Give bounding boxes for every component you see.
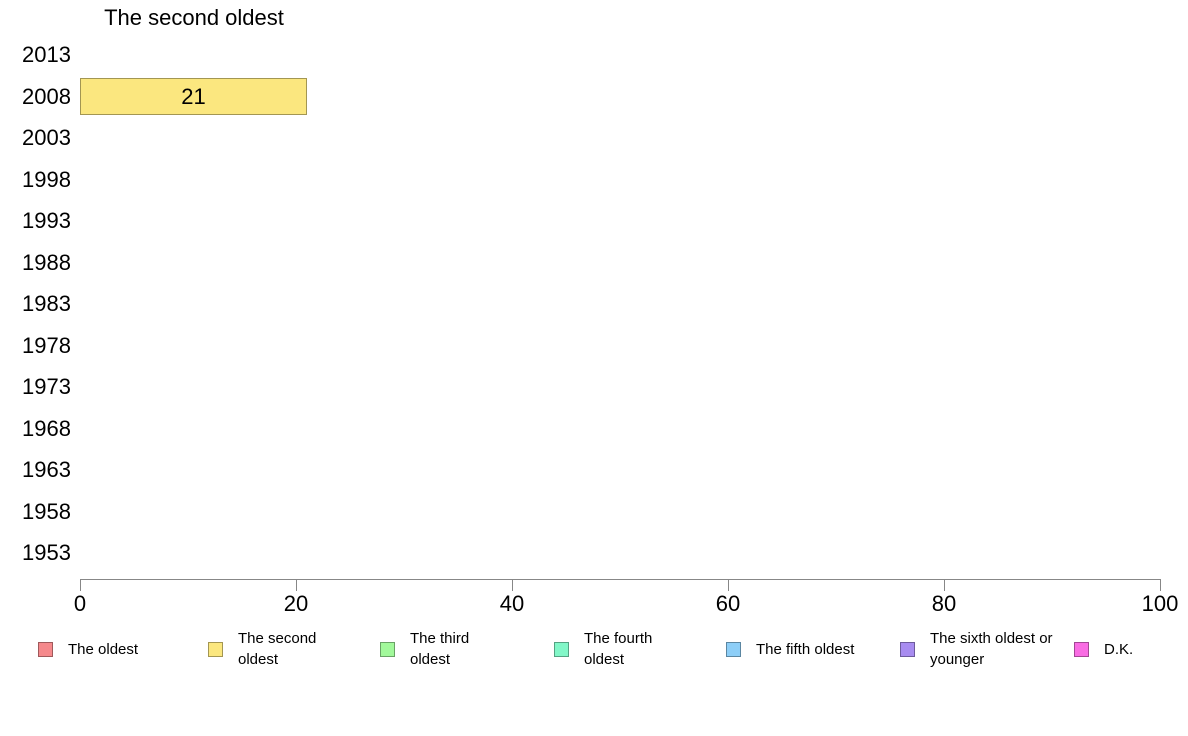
legend-swatch (554, 641, 569, 657)
x-axis-tick (1160, 579, 1161, 591)
legend-label: The second oldest (238, 630, 317, 668)
legend-item-the-second-oldest: The second oldest (208, 627, 338, 671)
y-axis-label: 2008 (22, 83, 71, 109)
y-axis-label: 1958 (22, 498, 71, 524)
legend-item-the-fifth-oldest: The fifth oldest (726, 627, 856, 671)
y-axis-label: 1953 (22, 540, 71, 565)
y-axis-label: 1973 (22, 374, 71, 399)
legend-label: The sixth oldest or younger (930, 630, 1053, 668)
x-axis-tick (512, 579, 513, 591)
y-axis-label: 1963 (22, 457, 71, 482)
x-axis-tick-label: 40 (499, 591, 525, 616)
y-axis-label: 1998 (22, 166, 71, 192)
legend-label: The fifth oldest (756, 640, 855, 658)
y-axis-label: 1993 (22, 208, 71, 233)
legend-item-the-third-oldest: The third oldest (380, 627, 510, 671)
y-axis-label: 1978 (22, 332, 71, 358)
x-axis-tick (728, 579, 729, 591)
y-axis-label: 2013 (22, 42, 71, 67)
legend-item-the-oldest: The oldest (38, 627, 138, 671)
y-axis-label: 1968 (22, 415, 71, 441)
legend-item-the-sixth-oldest-or-younger: The sixth oldest or younger (900, 627, 1062, 671)
x-axis-tick-label: 60 (715, 591, 741, 616)
x-axis-tick-label: 20 (283, 591, 309, 616)
x-axis-tick (296, 579, 297, 591)
x-axis-tick (80, 579, 81, 591)
x-axis-line (80, 579, 1161, 580)
x-axis-tick-label: 80 (931, 591, 957, 616)
x-axis-tick (944, 579, 945, 591)
chart-title: The second oldest (104, 5, 284, 30)
legend-item-d-k: D.K. (1074, 627, 1133, 671)
legend-swatch (900, 641, 915, 657)
legend-swatch (208, 641, 223, 657)
bar-value-label: 21 (181, 83, 206, 109)
bar: 21 (80, 78, 307, 115)
legend-swatch (726, 641, 741, 657)
legend-label: The oldest (68, 640, 139, 658)
y-axis-label: 1988 (22, 249, 71, 275)
legend-label: The fourth oldest (584, 630, 653, 668)
legend-label: D.K. (1104, 640, 1134, 658)
legend-swatch (380, 641, 395, 657)
y-axis-label: 2003 (22, 125, 71, 150)
legend-swatch (38, 641, 53, 657)
legend-label: The third oldest (410, 630, 470, 668)
legend-item-the-fourth-oldest: The fourth oldest (554, 627, 684, 671)
x-axis-tick-label: 0 (73, 591, 87, 616)
legend-swatch (1074, 641, 1089, 657)
x-axis-tick-label: 100 (1141, 591, 1179, 616)
y-axis-label: 1983 (22, 291, 71, 316)
